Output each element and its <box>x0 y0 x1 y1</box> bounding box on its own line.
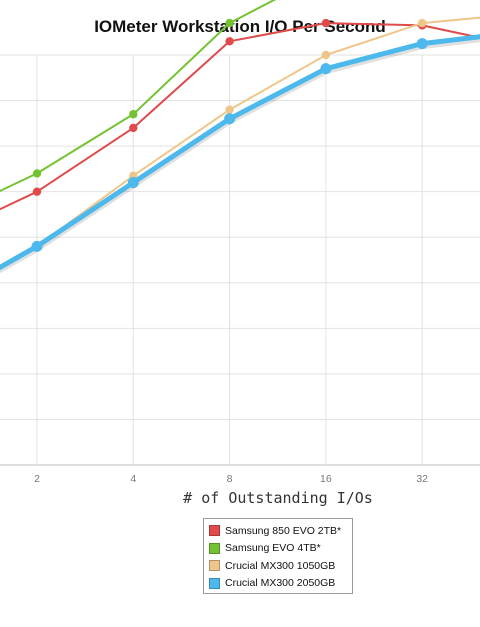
legend-label: Crucial MX300 1050GB <box>225 559 336 572</box>
legend-label: Samsung 850 EVO 2TB* <box>225 524 342 537</box>
data-point <box>224 113 236 125</box>
legend-swatch <box>209 542 220 554</box>
x-tick-labels: 2 4 8 16 32 <box>34 473 428 485</box>
legend-label: Crucial MX300 2050GB <box>225 577 336 590</box>
data-point <box>321 50 331 60</box>
data-point <box>32 169 42 178</box>
x-tick-label: 4 <box>130 473 136 485</box>
data-point <box>418 18 427 28</box>
series-line <box>0 0 277 193</box>
series-3 <box>0 34 480 274</box>
chart-title: IOMeter Workstation I/O Per Second <box>94 17 386 36</box>
series-1 <box>0 0 277 193</box>
data-point <box>31 240 43 252</box>
data-point <box>127 177 139 189</box>
x-tick-label: 8 <box>227 473 233 485</box>
data-point <box>129 110 138 119</box>
x-tick-label: 2 <box>34 473 40 485</box>
legend-item: Crucial MX300 1050GB <box>209 557 352 575</box>
legend-item: Crucial MX300 2050GB <box>209 575 352 593</box>
series-2 <box>0 16 480 267</box>
legend-swatch <box>209 577 220 589</box>
data-point <box>320 63 332 75</box>
data-point <box>321 18 331 28</box>
legend-item: Samsung EVO 4TB* <box>209 540 352 558</box>
legend-item: Samsung 850 EVO 2TB* <box>209 522 352 540</box>
legend: Samsung 850 EVO 2TB* Samsung EVO 4TB* Cruc… <box>203 518 353 594</box>
series-lines <box>0 0 480 274</box>
series-line <box>0 16 480 267</box>
x-tick-label: 16 <box>320 473 332 485</box>
data-point <box>32 187 42 196</box>
data-point <box>129 123 138 133</box>
data-point <box>416 38 428 50</box>
legend-label: Samsung EVO 4TB* <box>225 542 321 555</box>
legend-swatch <box>209 560 220 572</box>
x-tick-label: 32 <box>416 473 428 485</box>
series-line <box>0 34 480 271</box>
legend-swatch <box>209 525 220 537</box>
x-axis-label: # of Outstanding I/Os <box>183 489 373 507</box>
data-point <box>225 105 234 114</box>
data-point <box>225 37 234 46</box>
data-point <box>225 18 234 28</box>
